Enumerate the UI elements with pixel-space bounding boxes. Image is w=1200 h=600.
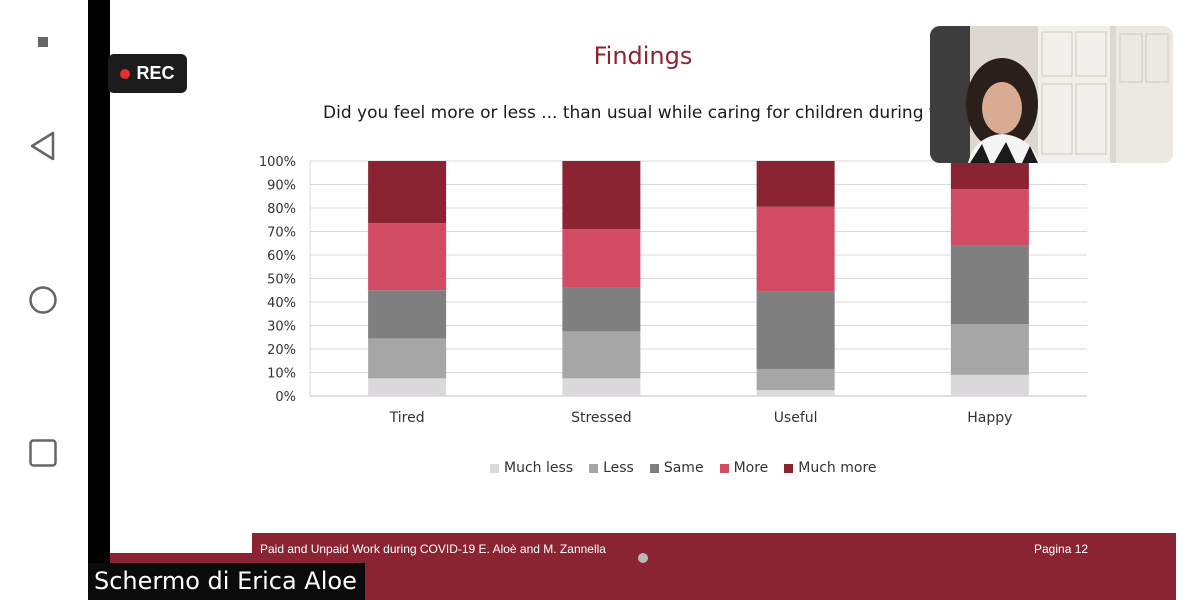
- webcam-video-tile[interactable]: [930, 26, 1173, 163]
- recents-square-icon: [29, 439, 57, 467]
- y-tick-label: 90%: [267, 179, 296, 194]
- y-tick-label: 80%: [267, 202, 296, 217]
- legend-swatch: [490, 463, 499, 473]
- x-tick-label: Tired: [389, 410, 425, 426]
- legend-item: More: [719, 460, 769, 476]
- bar-segment-less-tired: [368, 338, 447, 379]
- bar-segment-much-less-useful: [756, 390, 835, 396]
- bar-segment-much-more-stressed: [562, 161, 641, 230]
- scroll-indicator[interactable]: [638, 553, 648, 563]
- y-tick-label: 30%: [267, 320, 296, 335]
- bar-segment-same-stressed: [562, 287, 641, 332]
- slide-title: Findings: [593, 42, 693, 70]
- y-tick-label: 10%: [267, 367, 296, 382]
- bar-segment-less-stressed: [562, 331, 641, 379]
- bar-segment-same-tired: [368, 290, 447, 339]
- legend-item: Less: [589, 460, 634, 476]
- back-triangle-icon: [30, 131, 55, 161]
- recording-label: REC: [136, 63, 175, 83]
- bar-segment-much-less-happy: [950, 374, 1029, 396]
- legend-swatch: [719, 463, 729, 473]
- x-tick-label: Stressed: [571, 410, 632, 426]
- back-icon[interactable]: [22, 125, 64, 167]
- screen-share-label: Schermo di Erica Aloe: [88, 563, 365, 600]
- bar-segment-more-stressed: [562, 229, 641, 288]
- menu-icon[interactable]: [22, 21, 64, 63]
- legend-swatch: [589, 463, 599, 473]
- android-nav-bar: [0, 0, 88, 600]
- slide-page-number: Pagina 12: [1034, 542, 1089, 556]
- chart-legend: Much less Less Same More Much more: [490, 460, 877, 476]
- legend-label: Same: [663, 460, 704, 476]
- slide-footer-text: Paid and Unpaid Work during COVID-19 E. …: [260, 542, 606, 556]
- home-icon[interactable]: [22, 279, 64, 321]
- legend-swatch: [649, 463, 659, 473]
- bar-segment-much-more-happy: [950, 161, 1029, 190]
- legend-label: Much more: [798, 460, 877, 476]
- legend-label: Less: [603, 460, 634, 476]
- y-tick-label: 70%: [267, 226, 296, 241]
- bar-segment-more-tired: [368, 223, 447, 291]
- menu-square-icon: [38, 37, 48, 47]
- right-edge: [1176, 0, 1200, 600]
- bar-segment-less-useful: [756, 368, 835, 391]
- record-dot-icon: [120, 68, 131, 79]
- legend-label: Much less: [504, 460, 574, 476]
- bar-segment-same-happy: [950, 245, 1029, 325]
- bar-segment-much-less-stressed: [562, 378, 641, 396]
- slide-question: Did you feel more or less ... than usual…: [323, 103, 957, 123]
- legend-swatch: [784, 463, 794, 473]
- legend-item: Much less: [490, 460, 573, 476]
- webcam-feed: [930, 26, 1173, 163]
- x-tick-label: Happy: [967, 410, 1012, 426]
- home-circle-icon: [29, 286, 57, 314]
- bar-segment-less-happy: [950, 324, 1029, 375]
- bar-segment-same-useful: [756, 291, 835, 369]
- bar-segment-much-less-tired: [368, 378, 447, 396]
- y-tick-label: 0%: [275, 390, 296, 405]
- y-tick-label: 50%: [267, 273, 296, 288]
- recording-badge: REC: [108, 54, 187, 93]
- bar-segment-much-more-tired: [368, 161, 447, 224]
- y-tick-label: 20%: [267, 343, 296, 358]
- bar-segment-more-happy: [950, 189, 1029, 246]
- legend-label: More: [733, 460, 769, 476]
- y-tick-label: 40%: [267, 296, 296, 311]
- y-tick-label: 60%: [267, 249, 296, 264]
- y-tick-label: 100%: [259, 155, 296, 170]
- legend-item: Much more: [784, 460, 877, 476]
- bar-segment-much-more-useful: [756, 161, 835, 207]
- x-tick-label: Useful: [774, 410, 818, 426]
- legend-item: Same: [649, 460, 704, 476]
- bar-segment-more-useful: [756, 206, 835, 292]
- footer-bar: [252, 533, 1176, 600]
- recents-icon[interactable]: [22, 432, 64, 474]
- stacked-bar-chart: 0% 10% 20% 30% 40% 50% 60% 70% 80% 90% 100% Tired St…: [259, 155, 1087, 426]
